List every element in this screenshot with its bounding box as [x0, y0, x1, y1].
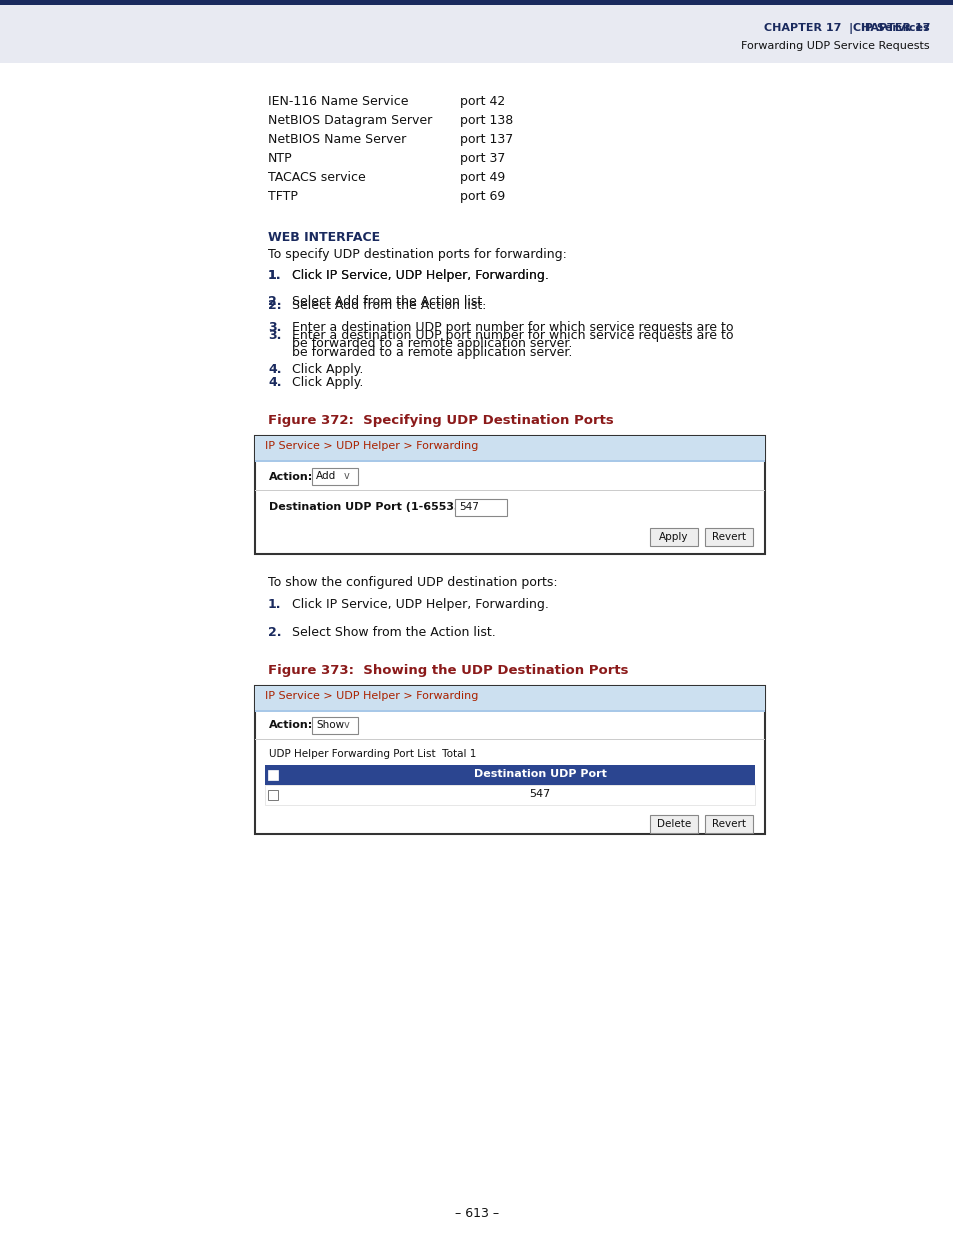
Text: Figure 373:  Showing the UDP Destination Ports: Figure 373: Showing the UDP Destination …: [268, 664, 628, 677]
Text: Revert: Revert: [711, 532, 745, 542]
Text: NTP: NTP: [268, 152, 293, 165]
Text: port 137: port 137: [459, 133, 513, 146]
Bar: [0, 5, 953, 63]
Text: Destination UDP Port: Destination UDP Port: [473, 769, 606, 779]
Text: – 613 –: – 613 –: [455, 1207, 498, 1220]
Text: Click IP Service, UDP Helper, Forwarding.: Click IP Service, UDP Helper, Forwarding…: [292, 598, 548, 611]
Bar: [268, 790, 277, 800]
Text: Add: Add: [315, 471, 335, 480]
Text: TACACS service: TACACS service: [268, 170, 365, 184]
Text: Select Add from the Action list.: Select Add from the Action list.: [292, 299, 486, 312]
Text: Forwarding UDP Service Requests: Forwarding UDP Service Requests: [740, 41, 929, 51]
Bar: [312, 718, 357, 734]
Text: To specify UDP destination ports for forwarding:: To specify UDP destination ports for for…: [268, 248, 566, 261]
Bar: [704, 529, 752, 546]
Text: Show: Show: [315, 720, 344, 730]
Bar: [455, 499, 506, 516]
Bar: [254, 436, 764, 459]
Text: Figure 372:  Specifying UDP Destination Ports: Figure 372: Specifying UDP Destination P…: [268, 414, 613, 427]
Text: port 69: port 69: [459, 190, 505, 203]
Text: 3.: 3.: [268, 321, 281, 333]
Text: 2.: 2.: [268, 626, 281, 638]
Bar: [649, 529, 698, 546]
Text: port 49: port 49: [459, 170, 505, 184]
Text: 1.: 1.: [268, 269, 281, 282]
Bar: [0, 0, 953, 40]
Text: CHAPTER 17  |  IP Services: CHAPTER 17 | IP Services: [763, 22, 929, 33]
Bar: [265, 785, 754, 805]
Text: WEB INTERFACE: WEB INTERFACE: [268, 231, 379, 245]
Bar: [312, 468, 357, 485]
Bar: [265, 764, 754, 785]
Text: Destination UDP Port (1-65535): Destination UDP Port (1-65535): [269, 501, 466, 513]
Text: Action:: Action:: [269, 472, 313, 482]
Bar: [254, 685, 764, 834]
Text: Click IP Service, UDP Helper, Forwarding.: Click IP Service, UDP Helper, Forwarding…: [292, 269, 548, 282]
Text: CHAPTER 17: CHAPTER 17: [852, 23, 929, 33]
Text: Select Show from the Action list.: Select Show from the Action list.: [292, 626, 496, 638]
Text: Enter a destination UDP port number for which service requests are to: Enter a destination UDP port number for …: [292, 321, 733, 333]
Text: 1.: 1.: [268, 269, 281, 282]
Text: Click Apply.: Click Apply.: [292, 375, 363, 389]
Text: Apply: Apply: [659, 532, 688, 542]
Text: TFTP: TFTP: [268, 190, 297, 203]
Text: Select Add from the Action list.: Select Add from the Action list.: [292, 295, 486, 308]
Text: Enter a destination UDP port number for which service requests are to: Enter a destination UDP port number for …: [292, 329, 733, 342]
Text: NetBIOS Datagram Server: NetBIOS Datagram Server: [268, 114, 432, 127]
Text: NetBIOS Name Server: NetBIOS Name Server: [268, 133, 406, 146]
Bar: [649, 815, 698, 832]
Text: 4.: 4.: [268, 375, 281, 389]
Bar: [268, 769, 277, 781]
Bar: [704, 815, 752, 832]
Text: IEN-116 Name Service: IEN-116 Name Service: [268, 95, 408, 107]
Text: port 42: port 42: [459, 95, 505, 107]
Text: Revert: Revert: [711, 819, 745, 829]
Bar: [254, 436, 764, 555]
Text: To show the configured UDP destination ports:: To show the configured UDP destination p…: [268, 576, 558, 589]
Text: port 138: port 138: [459, 114, 513, 127]
Text: 1.: 1.: [268, 598, 281, 611]
Text: Delete: Delete: [657, 819, 690, 829]
Text: Action:: Action:: [269, 720, 313, 730]
Bar: [254, 710, 764, 711]
Bar: [254, 459, 764, 462]
Text: 547: 547: [529, 789, 550, 799]
Text: 3.: 3.: [268, 329, 281, 342]
Text: IP Service > UDP Helper > Forwarding: IP Service > UDP Helper > Forwarding: [265, 692, 477, 701]
Text: Click IP Service, UDP Helper, Forwarding.: Click IP Service, UDP Helper, Forwarding…: [292, 269, 548, 282]
Text: IP Service > UDP Helper > Forwarding: IP Service > UDP Helper > Forwarding: [265, 441, 477, 451]
Text: be forwarded to a remote application server.: be forwarded to a remote application ser…: [292, 337, 572, 350]
Text: v: v: [344, 471, 350, 480]
Text: 2.: 2.: [268, 299, 281, 312]
Text: be forwarded to a remote application server.: be forwarded to a remote application ser…: [292, 346, 572, 359]
Bar: [254, 685, 764, 710]
Text: 547: 547: [458, 501, 478, 513]
Text: v: v: [344, 720, 350, 730]
Text: 4.: 4.: [268, 363, 281, 375]
Text: Click Apply.: Click Apply.: [292, 363, 363, 375]
Text: 2.: 2.: [268, 295, 281, 308]
Text: port 37: port 37: [459, 152, 505, 165]
Text: UDP Helper Forwarding Port List  Total 1: UDP Helper Forwarding Port List Total 1: [269, 748, 476, 760]
Bar: [0, 0, 953, 5]
